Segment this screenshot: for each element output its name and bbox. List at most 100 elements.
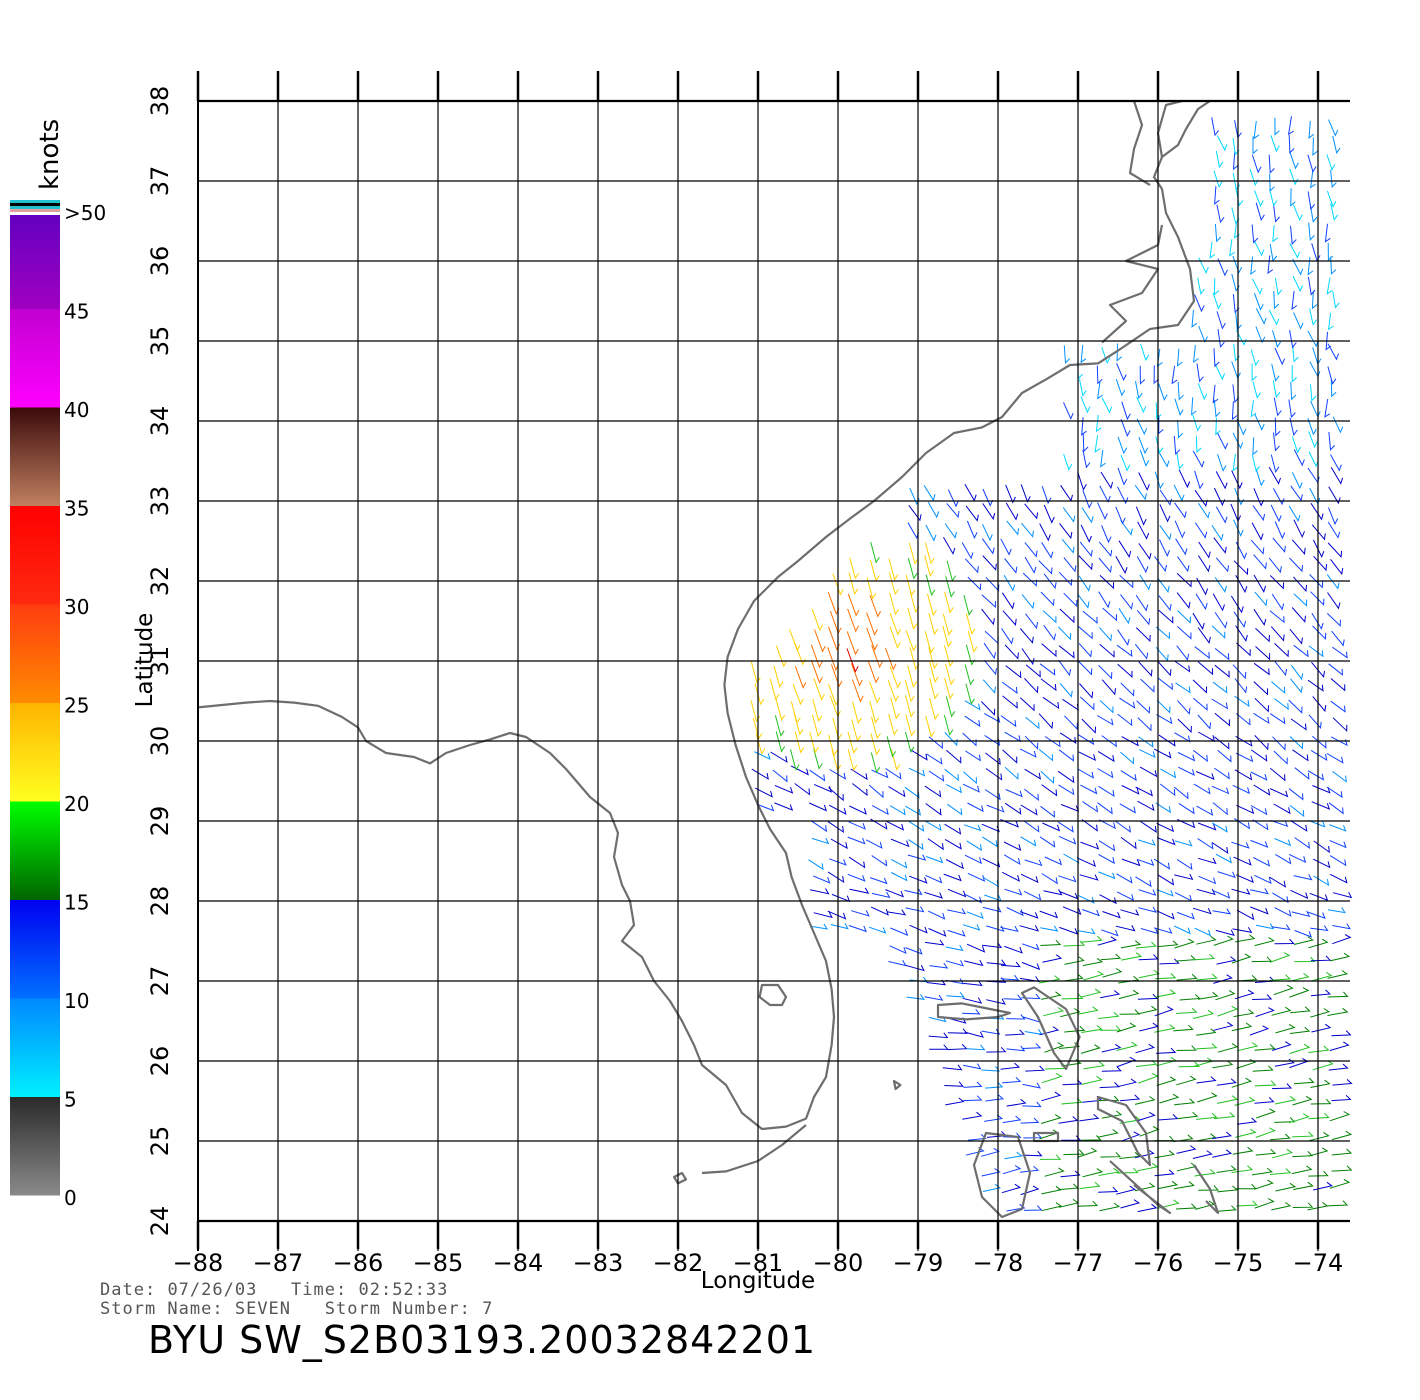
wind-vector [1044, 736, 1061, 748]
wind-vector [1081, 935, 1103, 943]
wind-vector [904, 679, 915, 703]
wind-vector [1309, 892, 1329, 902]
wind-vector [928, 770, 945, 782]
wind-vector [1192, 749, 1208, 763]
wind-vector [1272, 736, 1286, 751]
wind-vector [1310, 1098, 1332, 1105]
wind-vector [966, 943, 986, 953]
wind-vector [1023, 788, 1039, 801]
wind-vector [1198, 325, 1208, 344]
wind-vector [1176, 911, 1195, 920]
wind-vector [1292, 1131, 1314, 1138]
wind-vector [1196, 1112, 1218, 1120]
wind-vector [1274, 521, 1286, 540]
wind-vector [981, 1168, 1001, 1177]
wind-vector [867, 660, 880, 684]
wind-vector [1101, 735, 1117, 748]
wind-vector [1044, 1042, 1065, 1053]
wind-vector [1063, 974, 1084, 982]
wind-vector [1290, 485, 1303, 502]
wind-vector [986, 804, 1005, 813]
wind-vector [1197, 627, 1211, 645]
wind-vector [1078, 894, 1095, 904]
wind-vector [1274, 660, 1288, 677]
wind-vector [1232, 784, 1250, 795]
wind-vector [1274, 347, 1286, 366]
wind-vector [1254, 1080, 1277, 1087]
wind-vector [1214, 664, 1230, 678]
wind-vector [865, 839, 883, 849]
wind-vector [1002, 610, 1017, 626]
wind-vector [1081, 507, 1094, 524]
wind-vector [1039, 1129, 1060, 1140]
wind-vector [1020, 1185, 1040, 1196]
wind-vector [1288, 399, 1296, 419]
wind-vector [1022, 1150, 1043, 1157]
wind-vector [1158, 734, 1176, 747]
wind-vector [1115, 820, 1131, 833]
wind-vector [828, 734, 838, 757]
wind-vector [1138, 661, 1153, 677]
wind-vector [1231, 401, 1238, 421]
wind-vector [1171, 365, 1178, 385]
wind-vector [1099, 819, 1116, 830]
wind-vector [1120, 770, 1137, 782]
wind-vector [1137, 1072, 1159, 1084]
wind-vector [925, 715, 935, 738]
wind-vector [1174, 732, 1191, 743]
wind-vector [1307, 276, 1316, 296]
wind-vector [1332, 717, 1348, 732]
wind-vector [1328, 507, 1339, 526]
wind-vector [868, 926, 887, 934]
wind-vector [1196, 771, 1215, 781]
lon-tick-label: −82 [653, 1249, 704, 1277]
wind-vector [1077, 1147, 1098, 1158]
wind-vector [1312, 735, 1327, 749]
wind-vector [1273, 397, 1282, 417]
wind-vector [810, 644, 823, 669]
wind-vector [963, 1095, 983, 1102]
wind-vector [1004, 644, 1019, 660]
wind-vector [1269, 243, 1278, 262]
wind-vector [1082, 909, 1100, 917]
wind-vector [945, 663, 955, 686]
wind-vector [1253, 712, 1270, 725]
wind-vector [1253, 554, 1267, 570]
wind-vector [1330, 700, 1346, 713]
wind-vector [1040, 678, 1057, 692]
wind-vector [1255, 1007, 1275, 1018]
wind-vector [1120, 419, 1131, 438]
wind-vector [1307, 257, 1314, 276]
wind-vector [928, 613, 939, 636]
wind-vector [1307, 418, 1317, 436]
lon-tick-label: −78 [973, 1249, 1024, 1277]
wind-vector [1137, 1203, 1158, 1213]
wind-vector [944, 732, 958, 747]
wind-vector [868, 784, 884, 799]
wind-vector [947, 489, 959, 508]
wind-vector [1289, 987, 1310, 998]
wind-vector [1197, 714, 1212, 730]
wind-vector [1099, 700, 1114, 714]
wind-vector [966, 520, 978, 540]
wind-vector [1021, 1043, 1042, 1049]
wind-vector [1136, 609, 1151, 626]
wind-vector [1197, 822, 1217, 831]
lat-tick-label: 28 [146, 886, 174, 917]
wind-vector [1063, 345, 1071, 365]
wind-vector [1197, 991, 1219, 1000]
wind-vector [1272, 537, 1286, 553]
wind-vector [1176, 645, 1190, 661]
wind-vector [813, 911, 833, 919]
wind-vector [1251, 154, 1262, 174]
wind-vector [1289, 417, 1298, 437]
wind-vector [1159, 1093, 1180, 1104]
wind-vector [1041, 873, 1058, 885]
wind-vector [1311, 1023, 1332, 1033]
wind-vector [1290, 225, 1297, 246]
wind-vector [1005, 665, 1022, 679]
chesapeake-coastline [1128, 100, 1151, 186]
wind-vector [1192, 450, 1205, 468]
wind-vector [1154, 989, 1177, 998]
wind-vector [942, 1064, 963, 1071]
